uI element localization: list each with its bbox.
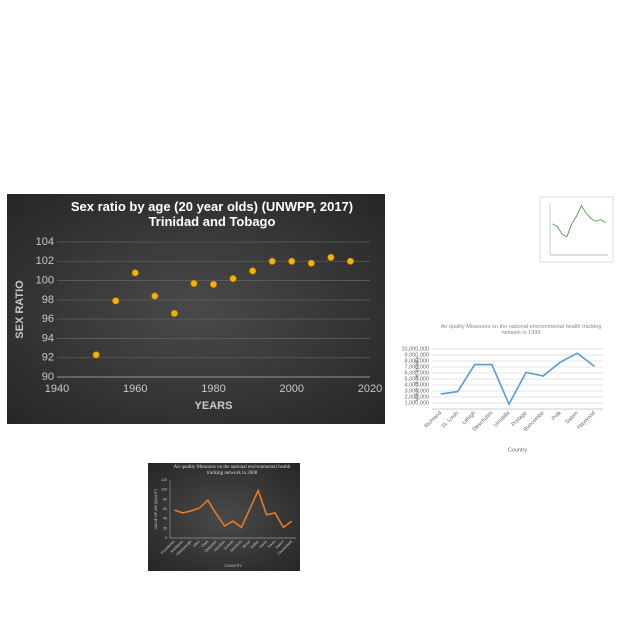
point <box>209 280 218 289</box>
y-axis-label: SEX RATIO <box>14 280 26 339</box>
y-tick-label: 96 <box>42 313 54 325</box>
y-tick-label: 7,000,000 <box>405 364 429 370</box>
point <box>229 275 237 283</box>
y-tick-label: 94 <box>42 332 54 344</box>
y-tick-label: 8,000,000 <box>405 358 429 364</box>
y-tick-label: 120 <box>161 478 167 482</box>
x-axis-label: Country <box>508 447 528 453</box>
x-tick-label: Harris <box>258 539 268 549</box>
chart-background <box>539 196 614 263</box>
x-axis-label: COUNTRY <box>224 564 242 568</box>
point <box>288 257 296 265</box>
x-tick-label: Polk <box>551 410 563 422</box>
y-tick-label: 6,000,000 <box>405 370 429 376</box>
y-tick-label: 104 <box>36 236 54 248</box>
point <box>151 292 159 300</box>
y-axis-label: VALUE OF AIR QUALITY <box>154 488 158 529</box>
line <box>440 352 595 407</box>
y-tick-label: 2,000,000 <box>405 394 429 400</box>
chart-background <box>410 320 610 460</box>
point <box>346 257 355 265</box>
point <box>268 257 276 265</box>
y-tick-label: 80 <box>163 497 167 501</box>
y-tick-label: 5,000,000 <box>405 376 429 382</box>
point <box>307 259 315 267</box>
y-tick-label: 4,000,000 <box>405 382 429 388</box>
y-tick-label: 90 <box>42 371 54 383</box>
x-tick-label: 2000 <box>280 383 304 395</box>
chart-background <box>148 463 300 571</box>
x-tick-label: 1980 <box>201 383 225 395</box>
y-tick-label: 100 <box>36 274 54 286</box>
line <box>173 488 293 529</box>
chart-background <box>7 194 385 424</box>
y-tick-label: 0 <box>165 536 167 540</box>
point <box>92 351 100 359</box>
y-tick-label: 102 <box>36 255 54 267</box>
x-tick-label: Allen <box>192 540 200 548</box>
x-tick-label: Travis <box>267 539 277 549</box>
point <box>170 309 178 317</box>
point <box>327 253 335 262</box>
point <box>112 297 120 305</box>
x-axis-label: YEARS <box>195 400 233 412</box>
y-axis-label: Value of air quality <box>414 356 420 401</box>
line <box>552 204 606 238</box>
point <box>131 269 139 277</box>
y-tick-label: 60 <box>163 507 167 511</box>
y-tick-label: 20 <box>163 526 167 530</box>
y-tick-label: 100 <box>161 488 167 492</box>
x-tick-label: 2020 <box>358 383 382 395</box>
x-tick-label: Salem <box>275 540 285 550</box>
x-tick-label: Bexar <box>242 539 252 549</box>
point <box>190 279 198 288</box>
chart-title: Sex ratio by age (20 year olds) (UNWPP, … <box>70 199 354 229</box>
y-tick-label: 1,000,000 <box>405 400 429 406</box>
y-tick-label: 3,000,000 <box>405 388 429 394</box>
x-tick-label: 1960 <box>123 383 147 395</box>
x-tick-label: Dallas <box>250 539 260 549</box>
y-tick-label: 40 <box>163 517 167 521</box>
chart-title: Air quality Measures on the national env… <box>440 324 602 337</box>
x-tick-label: Summit <box>223 540 234 551</box>
x-tick-label: 1940 <box>45 383 69 395</box>
x-tick-label: Clark <box>200 539 209 548</box>
y-tick-label: 9,000,000 <box>405 352 429 358</box>
y-tick-label: 92 <box>42 352 54 364</box>
y-tick-label: 10,000,000 <box>401 346 429 352</box>
chart-title: Air quality Measures on the national env… <box>173 465 291 476</box>
point <box>249 267 257 275</box>
y-tick-label: 98 <box>42 294 54 306</box>
